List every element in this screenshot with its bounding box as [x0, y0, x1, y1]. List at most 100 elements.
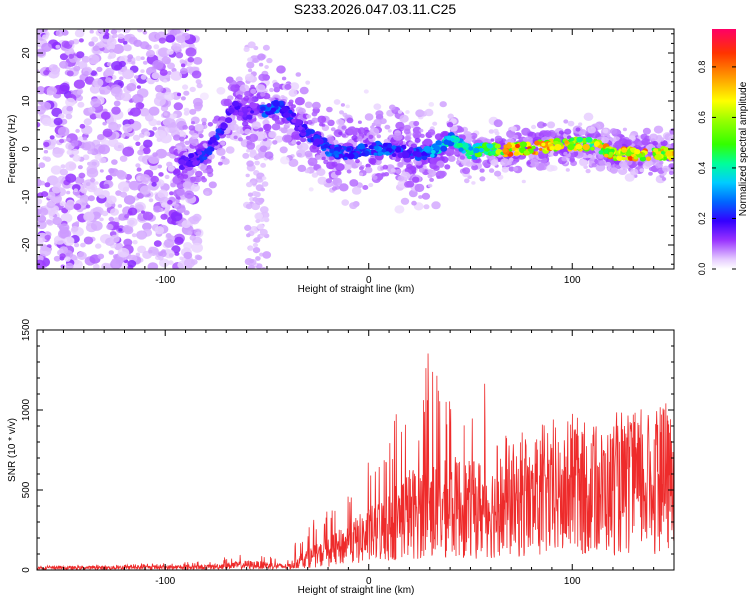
- spectrogram-cell: [427, 183, 433, 188]
- spectrogram-cell: [104, 67, 115, 76]
- spectrogram-cell: [430, 149, 436, 154]
- spectrogram-cell: [260, 92, 266, 97]
- spectrogram-cell: [137, 231, 146, 239]
- spectrogram-cell: [346, 147, 351, 151]
- snr-ytick-label: 0: [21, 567, 32, 573]
- spectrogram-cell: [390, 168, 396, 173]
- spectrogram-cell: [253, 237, 261, 243]
- spectrogram-cell: [423, 145, 432, 153]
- spectrogram-cell: [137, 29, 143, 33]
- spectrogram-cell: [45, 219, 53, 225]
- spectrogram-cell: [39, 207, 49, 216]
- spectrogram-cell: [83, 236, 94, 245]
- spectrogram-cell: [126, 83, 137, 92]
- spectrogram-cell: [139, 41, 150, 50]
- spectrogram-cell: [60, 264, 66, 269]
- spectrogram-cell: [66, 149, 74, 156]
- spectrogram-cell: [528, 153, 535, 159]
- spectrogram-cell: [167, 165, 175, 172]
- spectrogram-cell: [291, 140, 297, 145]
- spectrogram-cell: [188, 153, 195, 159]
- spectrogram-cell: [190, 183, 200, 192]
- spectrogram-cell: [590, 146, 595, 151]
- spectrogram-cell: [387, 143, 392, 148]
- spectrogram-cell: [395, 169, 402, 174]
- spectrogram-cell: [182, 84, 189, 90]
- spectrogram-cell: [154, 84, 164, 93]
- spectrogram-cell: [122, 146, 135, 157]
- spectrogram-cell: [246, 142, 256, 150]
- spectrogram-cell: [182, 125, 189, 130]
- colorbar-label: Normalized spectral amplitude: [738, 81, 749, 216]
- spectrogram-cell: [50, 165, 62, 175]
- spectrogram-cell: [382, 142, 388, 147]
- spectrogram-cell: [313, 164, 321, 170]
- spectrogram-cell: [64, 256, 71, 262]
- spectrogram-cell: [648, 167, 654, 171]
- spectrogram-cell: [637, 161, 643, 166]
- spectrogram-cell: [233, 135, 238, 140]
- spectrogram-cell: [446, 152, 452, 157]
- spectrogram-cell: [271, 123, 281, 131]
- spectrogram-cell: [113, 100, 121, 107]
- spectrogram-cell: [127, 260, 137, 268]
- spectrogram-cell: [255, 263, 263, 269]
- spectrogram-cell: [65, 161, 77, 171]
- spectrogram-cell: [49, 135, 55, 140]
- spectrogram-cell: [167, 199, 173, 205]
- spectrogram-cell: [152, 126, 158, 131]
- spectrogram-cell: [117, 204, 123, 208]
- spectrogram-cell: [298, 142, 309, 152]
- spectrogram-cell: [59, 223, 70, 233]
- spectrogram-cell: [128, 181, 138, 189]
- spectrogram-cell: [216, 147, 226, 156]
- spectrogram-cell: [100, 111, 111, 120]
- spectrogram-cell: [373, 118, 383, 127]
- spectrogram-cell: [59, 201, 66, 207]
- spectrogram-cell: [506, 130, 516, 138]
- spectrogram-cell: [106, 195, 117, 204]
- spectrogram-cell: [110, 29, 118, 35]
- spectrogram-cell: [122, 123, 133, 133]
- spectrogram-cell: [129, 78, 136, 84]
- spectrogram-cell: [333, 99, 341, 105]
- spectrogram-cell: [339, 110, 344, 115]
- spectrogram-cell: [87, 54, 100, 65]
- spectrogram-cell: [74, 176, 85, 185]
- spectrogram-cell: [63, 236, 75, 246]
- spectrogram-cell: [61, 29, 69, 36]
- spectrogram-cell: [490, 159, 499, 167]
- spectrogram-cell: [122, 29, 131, 34]
- spectrogram-cell: [73, 79, 85, 89]
- spectrogram-cell: [356, 135, 363, 142]
- colorbar-tick-label: 0.4: [697, 162, 707, 175]
- spectrogram-cell: [184, 140, 190, 145]
- spectrogram-cell: [642, 127, 651, 135]
- spectrogram-cell: [458, 147, 464, 152]
- spectrogram-cell: [158, 47, 170, 58]
- spectrogram-cell: [176, 145, 183, 151]
- spectrogram-cell: [283, 112, 291, 118]
- spectrogram-cell: [419, 128, 424, 133]
- spectrogram-cell: [134, 75, 139, 79]
- spectrogram-cell: [37, 259, 46, 269]
- spectrogram-cell: [306, 114, 312, 119]
- spectrogram-cell: [439, 101, 447, 108]
- spectrogram-cell: [193, 57, 203, 65]
- spectrogram-cell: [187, 56, 195, 63]
- spectrogram-cell: [140, 174, 151, 183]
- spectrogram-cell: [59, 60, 69, 69]
- spectrogram-cell: [315, 154, 322, 160]
- spectrogram-cell: [252, 58, 259, 63]
- spectrogram-cell: [639, 168, 645, 173]
- spectrogram-cell: [120, 92, 132, 102]
- spectrogram-cell: [585, 136, 593, 143]
- spectrogram-cell: [163, 79, 168, 83]
- spectrogram-cell: [273, 87, 280, 93]
- spectrogram-cell: [384, 124, 391, 130]
- spectrogram-cell: [246, 233, 251, 238]
- spectrogram-cell: [247, 41, 256, 49]
- spectrogram-cell: [74, 242, 80, 248]
- spectrogram-cell: [201, 117, 208, 123]
- spectrogram-cell: [218, 161, 223, 166]
